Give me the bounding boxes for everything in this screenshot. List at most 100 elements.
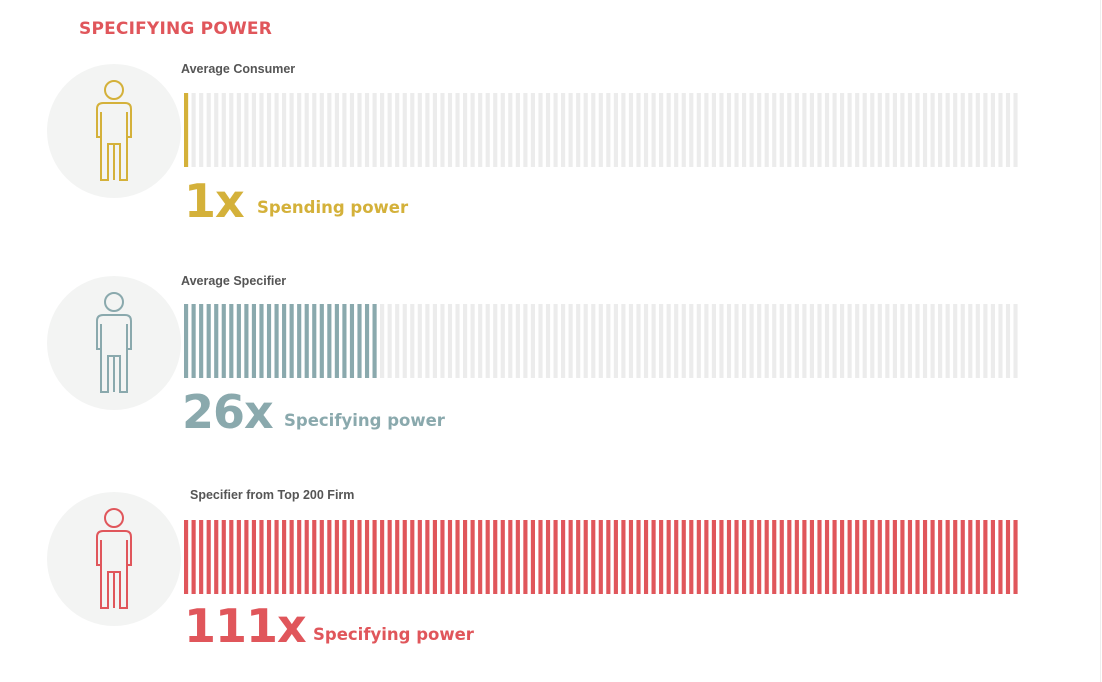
bar-segment-filled bbox=[817, 520, 822, 594]
bar-segment-filled bbox=[538, 520, 543, 594]
bar-segment-empty bbox=[998, 93, 1003, 167]
bar-segment-empty bbox=[606, 304, 611, 378]
bar-segment-empty bbox=[787, 93, 792, 167]
avatar bbox=[47, 276, 181, 410]
bar-segment-filled bbox=[983, 520, 988, 594]
bar-segment-filled bbox=[628, 520, 634, 594]
bar-segment-filled bbox=[221, 520, 226, 594]
bar-segment-filled bbox=[666, 520, 671, 594]
bar-segment-empty bbox=[885, 93, 890, 167]
bar-segment-empty bbox=[417, 304, 422, 378]
bar-segment-filled bbox=[742, 520, 747, 594]
avatar bbox=[47, 492, 181, 626]
bar-segment-empty bbox=[817, 304, 822, 378]
bar-segment-empty bbox=[742, 93, 747, 167]
bar-segment-empty bbox=[372, 93, 377, 167]
bar-segment-empty bbox=[410, 304, 415, 378]
bar-segment-empty bbox=[493, 304, 498, 378]
bar-segment-empty bbox=[395, 304, 400, 378]
bar-segment-filled bbox=[568, 520, 573, 594]
bar-segment-filled bbox=[244, 520, 249, 594]
bar-segment-empty bbox=[968, 304, 973, 378]
avatar bbox=[47, 64, 181, 198]
bar-segment-empty bbox=[719, 93, 724, 167]
bar-segment-filled bbox=[953, 520, 958, 594]
bar-segment-filled bbox=[274, 520, 279, 594]
bar-segment-filled bbox=[470, 520, 475, 594]
bar-segment-empty bbox=[636, 93, 641, 167]
multiplier-value: 26x bbox=[182, 385, 274, 439]
bar-segment-empty bbox=[945, 93, 950, 167]
bar-segment-filled bbox=[214, 304, 219, 378]
bar-segment-filled bbox=[689, 520, 694, 594]
bar-segment-empty bbox=[206, 93, 211, 167]
bar-segment-filled bbox=[417, 520, 422, 594]
bar-segment-empty bbox=[862, 304, 867, 378]
bar-segment-filled bbox=[236, 304, 241, 378]
bar-segment-filled bbox=[282, 520, 287, 594]
bar-segment-filled bbox=[319, 520, 324, 594]
bar-segment-empty bbox=[945, 304, 950, 378]
bar-segment-empty bbox=[802, 304, 807, 378]
bar-segment-filled bbox=[659, 520, 664, 594]
bar-segment-empty bbox=[779, 93, 784, 167]
bar-segment-empty bbox=[681, 93, 686, 167]
bar-segment-empty bbox=[583, 93, 588, 167]
bar-segment-empty bbox=[402, 304, 407, 378]
bar-segment-filled bbox=[681, 520, 686, 594]
bar-segment-filled bbox=[900, 520, 905, 594]
bar-segment-filled bbox=[327, 304, 332, 378]
bar-segment-empty bbox=[568, 304, 573, 378]
bar-segment-empty bbox=[817, 93, 822, 167]
bar-segment-empty bbox=[975, 304, 980, 378]
bar-segment-filled bbox=[500, 520, 505, 594]
bar-segment-empty bbox=[568, 93, 573, 167]
bar-segment-empty bbox=[508, 93, 513, 167]
bar-segment-empty bbox=[772, 304, 777, 378]
bar-segment-empty bbox=[681, 304, 686, 378]
bar-segment-empty bbox=[387, 93, 392, 167]
bar-segment-empty bbox=[221, 93, 226, 167]
bar-segment-filled bbox=[357, 520, 362, 594]
bar-segment-empty bbox=[930, 93, 935, 167]
bar-segment-empty bbox=[885, 304, 890, 378]
bar-segment-filled bbox=[922, 520, 928, 594]
bar-segment-filled bbox=[455, 520, 460, 594]
bar-segment-filled bbox=[251, 304, 257, 378]
bar-segment-empty bbox=[907, 304, 913, 378]
bar-segment-empty bbox=[742, 304, 747, 378]
bar-segment-empty bbox=[704, 304, 709, 378]
bar-segment-filled bbox=[440, 520, 445, 594]
bar-segment-filled bbox=[847, 520, 852, 594]
bar-segment-empty bbox=[983, 304, 988, 378]
bar-segment-filled bbox=[199, 520, 204, 594]
bar-segment-empty bbox=[855, 304, 860, 378]
bar-segment-filled bbox=[191, 520, 196, 594]
bar-segment-filled bbox=[229, 304, 234, 378]
bar-segment-filled bbox=[334, 520, 339, 594]
bar-segment-filled bbox=[425, 520, 430, 594]
bar-segment-empty bbox=[251, 93, 257, 167]
bar-segment-empty bbox=[696, 93, 701, 167]
bar-segment-empty bbox=[523, 93, 528, 167]
bar-segment-empty bbox=[930, 304, 935, 378]
bar-segment-empty bbox=[576, 93, 581, 167]
bar-segment-filled bbox=[545, 520, 551, 594]
bar-segment-empty bbox=[500, 304, 505, 378]
bar-segment-filled bbox=[583, 520, 588, 594]
bar-segment-filled bbox=[1013, 520, 1018, 594]
bar-segment-filled bbox=[274, 304, 279, 378]
bar-segment-filled bbox=[938, 520, 943, 594]
bar-segment-empty bbox=[734, 304, 739, 378]
bar-segment-filled bbox=[530, 520, 536, 594]
bar-segment-filled bbox=[515, 520, 520, 594]
bar-segment-filled bbox=[636, 520, 641, 594]
bar-segment-filled bbox=[1005, 520, 1011, 594]
bar-segment-empty bbox=[915, 93, 920, 167]
bar-segment-filled bbox=[410, 520, 415, 594]
bar-segment-empty bbox=[259, 93, 264, 167]
bar-segment-filled bbox=[734, 520, 739, 594]
bar-segment-empty bbox=[447, 93, 453, 167]
bar-segment-empty bbox=[319, 93, 324, 167]
bar-segment-empty bbox=[455, 93, 460, 167]
